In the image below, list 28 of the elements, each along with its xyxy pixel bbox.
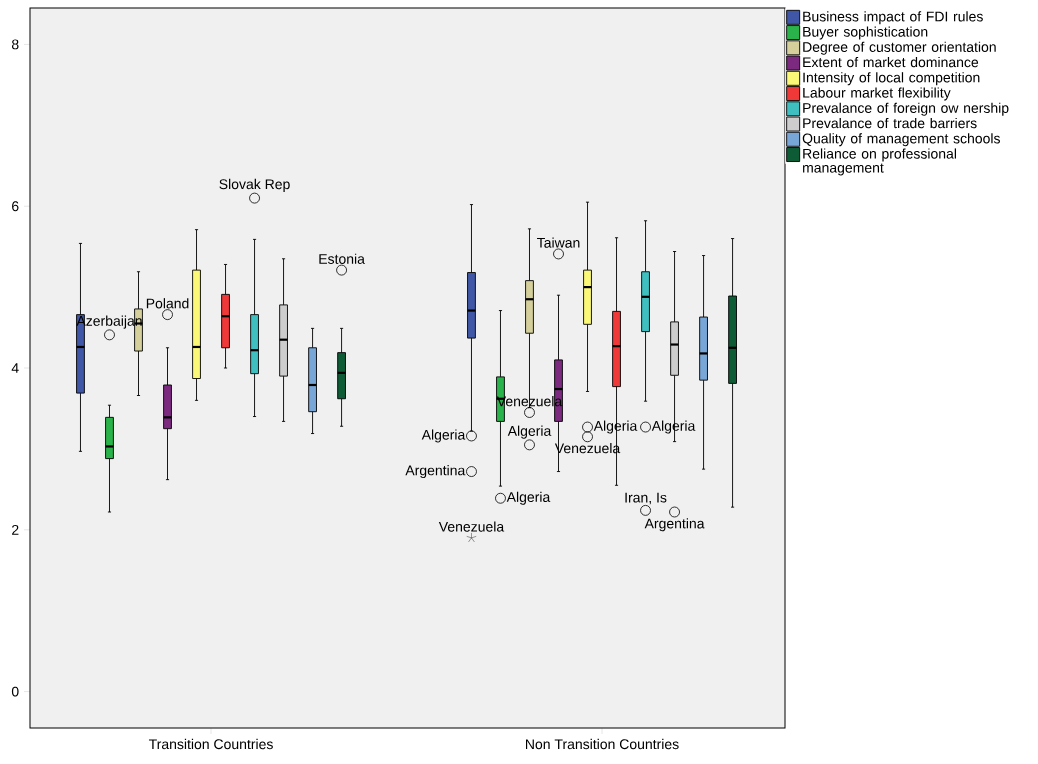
legend-label: Degree of customer orientation — [803, 41, 996, 55]
y-tick-label: 2 — [12, 524, 19, 535]
legend-label: Labour market flexibility — [803, 87, 951, 101]
legend-label: Extent of market dominance — [803, 56, 979, 68]
legend-label: Buyer sophistication — [803, 26, 928, 40]
annotation: Taiwan — [537, 237, 580, 248]
annotation: Argentina — [405, 465, 466, 479]
annotation: Algeria — [421, 429, 466, 443]
legend-label: Quality of management schools — [802, 133, 1000, 147]
annotation: Argentina — [644, 518, 705, 532]
annotation: Algeria — [506, 491, 551, 505]
y-tick-label: 0 — [11, 686, 19, 697]
annotation: Venezuela — [438, 521, 505, 532]
annotation: Slovak Rep — [219, 178, 290, 192]
y-tick-label: 8 — [11, 39, 19, 50]
annotation: Algeria — [507, 425, 552, 439]
legend-label: Prevalance of foreign ow nership — [803, 102, 1009, 116]
annotation: Estonia — [319, 253, 365, 264]
annotation: Iran, Is — [625, 492, 667, 505]
y-tick-label: 6 — [12, 201, 19, 212]
annotation: Poland — [146, 298, 189, 309]
legend-label: Prevalance of trade barriers — [803, 117, 977, 129]
x-tick-label: Non Transition Countries — [526, 738, 679, 750]
legend-label: Reliance on professional management — [803, 148, 957, 176]
x-tick-label: Transition Countries — [148, 738, 273, 750]
legend-label: Intensity of local competition — [803, 72, 980, 86]
y-tick-label: 4 — [11, 363, 19, 373]
legend-label: Business impact of FDI rules — [803, 11, 983, 25]
